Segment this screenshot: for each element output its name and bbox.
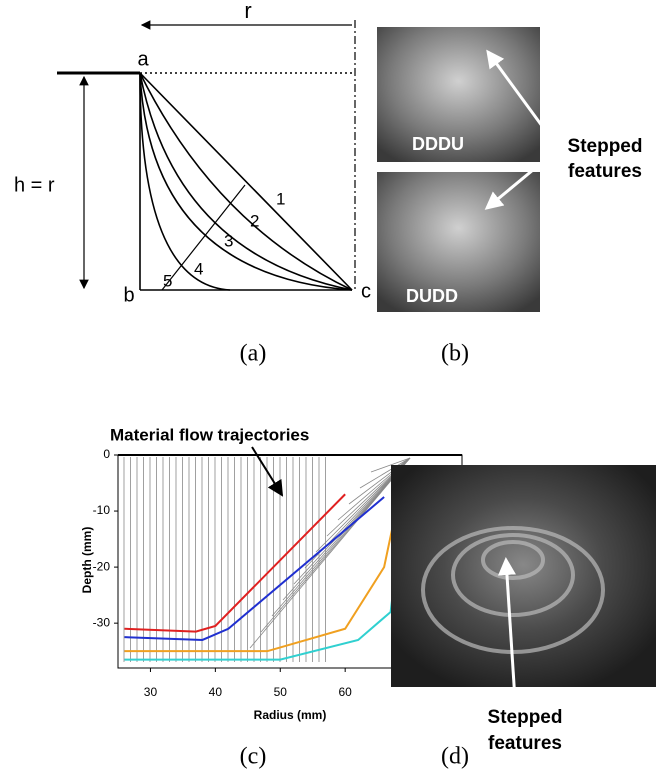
x-axis-label: Radius (mm) xyxy=(254,708,327,722)
x-tick-label: 40 xyxy=(209,685,223,699)
y-tick-label: -10 xyxy=(93,503,111,517)
x-tick-label: 50 xyxy=(274,685,288,699)
annotation: features xyxy=(568,161,642,182)
series-line xyxy=(124,496,385,641)
caption: (a) xyxy=(240,341,267,367)
x-tick-label: 60 xyxy=(338,685,352,699)
annotation: features xyxy=(488,733,562,754)
trajectory xyxy=(359,457,411,489)
photo xyxy=(377,27,540,162)
caption: (c) xyxy=(240,744,267,770)
trajectory xyxy=(293,457,411,585)
curve-label: 3 xyxy=(224,231,233,250)
curve-label: 1 xyxy=(276,189,285,208)
y-tick-label: 0 xyxy=(103,447,110,461)
trajectory xyxy=(370,457,411,473)
series-line xyxy=(124,493,346,633)
arrow xyxy=(484,158,546,210)
caption: (d) xyxy=(441,744,469,770)
y-axis-label: Depth (mm) xyxy=(80,527,94,594)
curve-label: 2 xyxy=(250,211,259,230)
annotation: Material flow trajectories xyxy=(110,425,309,444)
caption: (b) xyxy=(441,341,469,367)
annotation: Stepped xyxy=(568,136,643,157)
curve-label: 5 xyxy=(163,271,172,290)
photo-label: DDDU xyxy=(412,134,464,154)
y-tick-label: -30 xyxy=(93,615,111,629)
point-label: c xyxy=(361,280,371,302)
series-line xyxy=(124,505,399,653)
trajectory xyxy=(271,457,411,617)
arrow xyxy=(486,49,547,131)
curve-label: 4 xyxy=(194,259,203,278)
x-tick-label: 30 xyxy=(144,685,158,699)
panel-a xyxy=(57,20,356,292)
arrow xyxy=(497,557,517,701)
arrow xyxy=(251,446,284,497)
photo xyxy=(377,172,540,312)
trajectories xyxy=(123,457,411,662)
h-label: h = r xyxy=(14,174,55,196)
photo-label: DUDD xyxy=(406,286,458,306)
point-label: a xyxy=(137,48,149,70)
y-tick-label: -20 xyxy=(93,559,111,573)
point-label: b xyxy=(123,284,134,306)
annotation: Stepped xyxy=(488,707,563,728)
r-label: r xyxy=(244,0,251,23)
chart: 30 40 50 60 0 -10 -20 -30 xyxy=(93,447,462,699)
